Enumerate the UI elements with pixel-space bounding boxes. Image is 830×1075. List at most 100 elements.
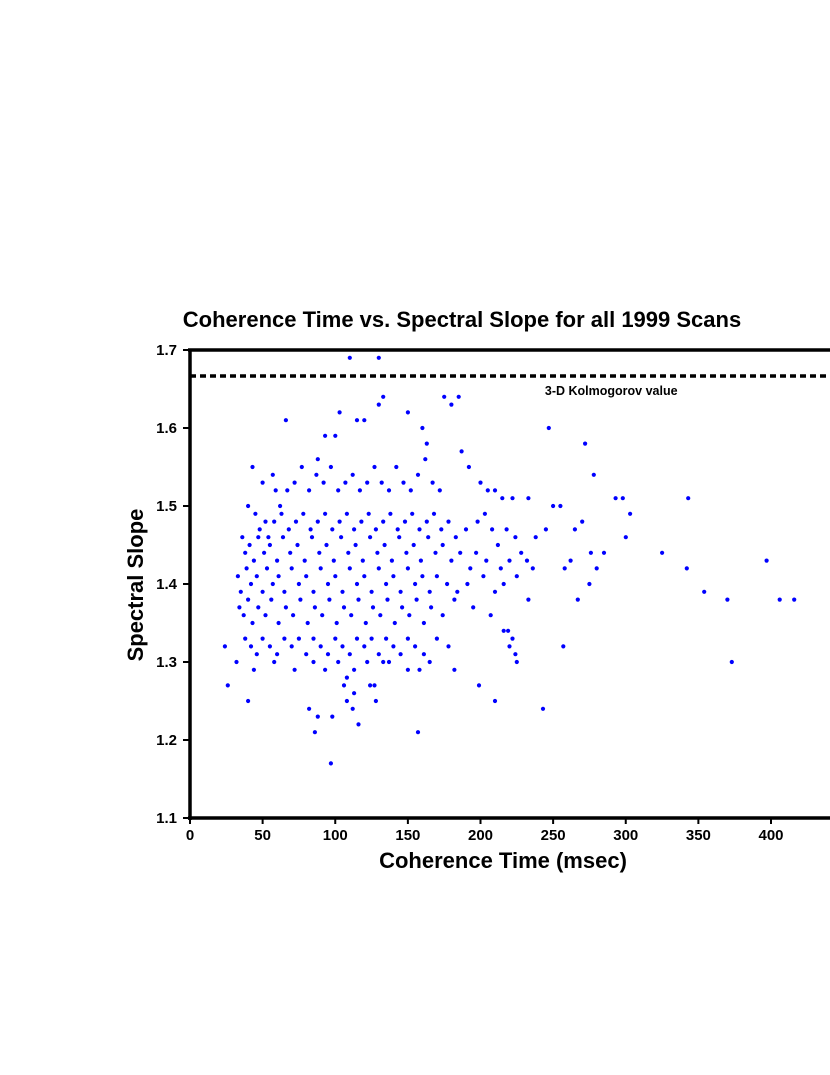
data-point [430, 480, 435, 485]
data-point [315, 519, 320, 524]
data-point [404, 550, 409, 555]
data-point [362, 418, 367, 423]
data-point [353, 542, 358, 548]
data-point [307, 706, 312, 711]
data-point [302, 558, 307, 563]
data-point [330, 527, 335, 532]
data-point [398, 589, 403, 594]
data-point [333, 433, 338, 438]
data-point [423, 457, 428, 462]
data-point [485, 488, 490, 493]
y-tick-label: 1.3 [156, 654, 177, 671]
data-point [256, 535, 261, 540]
data-point [583, 441, 588, 446]
data-point [526, 597, 531, 602]
data-point [384, 581, 389, 587]
data-point [400, 605, 405, 610]
data-point [305, 620, 310, 626]
data-point [376, 402, 381, 407]
data-point [222, 644, 227, 649]
data-point [311, 659, 316, 665]
x-tick-label: 400 [758, 827, 783, 844]
y-tick-label: 1.7 [156, 342, 177, 359]
data-point [240, 535, 245, 540]
data-point [413, 581, 418, 587]
data-point [323, 433, 328, 438]
data-point [510, 636, 515, 641]
data-point [474, 550, 479, 555]
data-point [378, 613, 383, 618]
data-point [311, 636, 316, 641]
data-point [357, 488, 362, 493]
data-point [372, 464, 377, 470]
data-point [591, 472, 596, 477]
data-point [385, 597, 390, 602]
data-point [777, 597, 782, 602]
data-point [421, 652, 426, 657]
data-point [235, 574, 240, 579]
data-point [421, 620, 426, 626]
data-point [369, 636, 374, 641]
data-point [248, 644, 254, 649]
data-point [686, 496, 691, 501]
data-point [391, 644, 396, 649]
data-point [324, 542, 329, 548]
data-point [248, 581, 254, 587]
data-point [601, 550, 607, 555]
data-point [234, 659, 239, 665]
data-point [379, 480, 384, 485]
data-point [247, 542, 252, 548]
data-point [424, 519, 429, 524]
data-point [434, 636, 439, 641]
data-point [352, 667, 357, 672]
data-point [288, 550, 293, 555]
data-point [257, 527, 262, 532]
data-point [456, 394, 461, 399]
data-point [362, 574, 367, 579]
data-point [283, 605, 288, 610]
data-point [292, 667, 297, 672]
data-point [375, 550, 380, 555]
data-point [417, 667, 422, 672]
data-point [492, 698, 498, 704]
data-point [540, 706, 546, 711]
data-point [262, 550, 267, 555]
data-point [613, 496, 618, 501]
data-point [225, 683, 230, 688]
data-point [286, 527, 291, 532]
data-point [561, 644, 566, 649]
data-point [337, 410, 342, 415]
data-point [344, 511, 349, 516]
data-point [275, 652, 280, 657]
data-point [327, 597, 332, 602]
data-point [341, 605, 347, 610]
data-point [354, 418, 360, 423]
data-point [330, 714, 335, 719]
data-point [492, 589, 498, 594]
y-tick-label: 1.1 [156, 810, 177, 827]
data-point [420, 425, 425, 431]
data-point [289, 644, 294, 649]
data-point [254, 574, 259, 579]
data-point [620, 496, 625, 501]
data-point [392, 620, 397, 626]
data-point [519, 550, 524, 555]
data-point [702, 589, 707, 594]
data-point [418, 558, 423, 563]
data-point [309, 535, 315, 540]
data-point [471, 605, 476, 610]
data-point [386, 488, 392, 493]
data-point [413, 644, 418, 649]
data-point [415, 730, 421, 735]
data-point [334, 620, 339, 626]
kolmogorov-annotation: 3-D Kolmogorov value [545, 384, 678, 398]
data-point [558, 503, 563, 509]
data-point [452, 667, 457, 672]
data-point [282, 636, 287, 641]
data-point [388, 511, 393, 516]
data-point [484, 558, 489, 563]
data-point [500, 496, 505, 501]
data-point [354, 581, 360, 587]
data-point [328, 761, 333, 766]
